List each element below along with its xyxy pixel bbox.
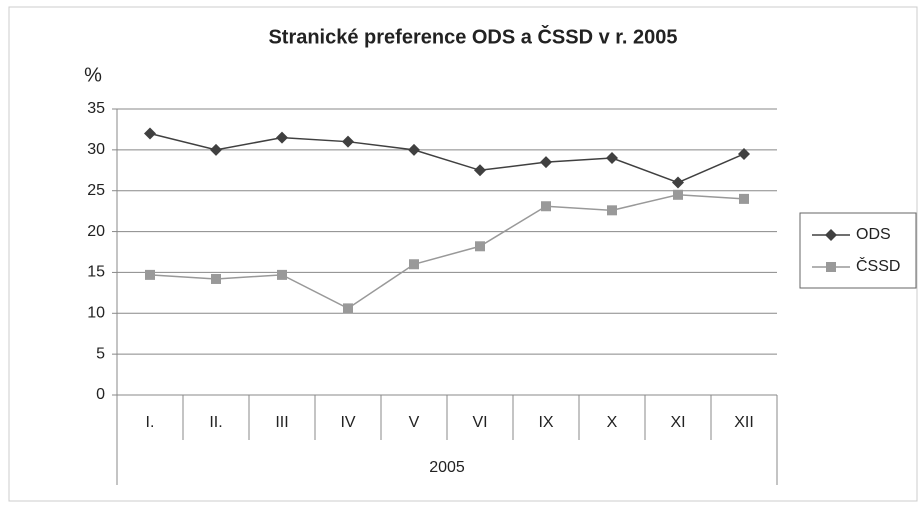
y-tick-label: 5 xyxy=(96,345,105,362)
point xyxy=(277,269,287,280)
x-group-label: 2005 xyxy=(429,459,465,476)
x-tick-label: XII xyxy=(734,414,754,431)
point xyxy=(343,303,353,314)
point xyxy=(342,135,354,148)
x-tick-label: V xyxy=(409,414,420,431)
x-tick-label: IV xyxy=(340,414,355,431)
point xyxy=(144,127,156,140)
y-tick-label: 25 xyxy=(87,182,105,199)
point xyxy=(210,143,222,156)
legend-label: ČSSD xyxy=(856,256,900,275)
point xyxy=(541,201,551,212)
x-tick-label: IX xyxy=(538,414,553,431)
x-tick-label: XI xyxy=(670,414,685,431)
series-line xyxy=(149,132,745,184)
legend-marker xyxy=(825,229,837,241)
point xyxy=(606,152,618,165)
chart-border xyxy=(8,6,918,502)
point xyxy=(276,131,288,144)
point xyxy=(474,164,486,177)
point xyxy=(211,273,221,284)
y-tick-label: 0 xyxy=(96,386,105,403)
x-tick-label: X xyxy=(607,414,618,431)
point xyxy=(475,241,485,252)
point xyxy=(739,193,749,204)
y-tick-label: 35 xyxy=(87,100,105,117)
y-tick-label: 20 xyxy=(87,223,105,240)
point xyxy=(673,189,683,200)
point xyxy=(408,143,420,156)
legend-label: ODS xyxy=(856,226,891,243)
point xyxy=(672,176,684,189)
chart-title: Stranické preference ODS a ČSSD v r. 200… xyxy=(268,24,677,48)
x-tick-label: I. xyxy=(146,414,155,431)
y-axis-label: % xyxy=(84,64,102,86)
y-tick-label: 30 xyxy=(87,141,105,158)
legend-box xyxy=(799,212,917,289)
legend-marker xyxy=(826,262,836,272)
series-line xyxy=(149,194,745,310)
x-tick-label: II. xyxy=(209,414,222,431)
x-tick-label: VI xyxy=(472,414,487,431)
point xyxy=(409,259,419,270)
point xyxy=(540,156,552,169)
point xyxy=(145,269,155,280)
y-tick-label: 10 xyxy=(87,305,105,322)
point xyxy=(607,205,617,216)
y-tick-label: 15 xyxy=(87,264,105,281)
point xyxy=(738,147,750,160)
x-tick-label: III xyxy=(275,414,288,431)
